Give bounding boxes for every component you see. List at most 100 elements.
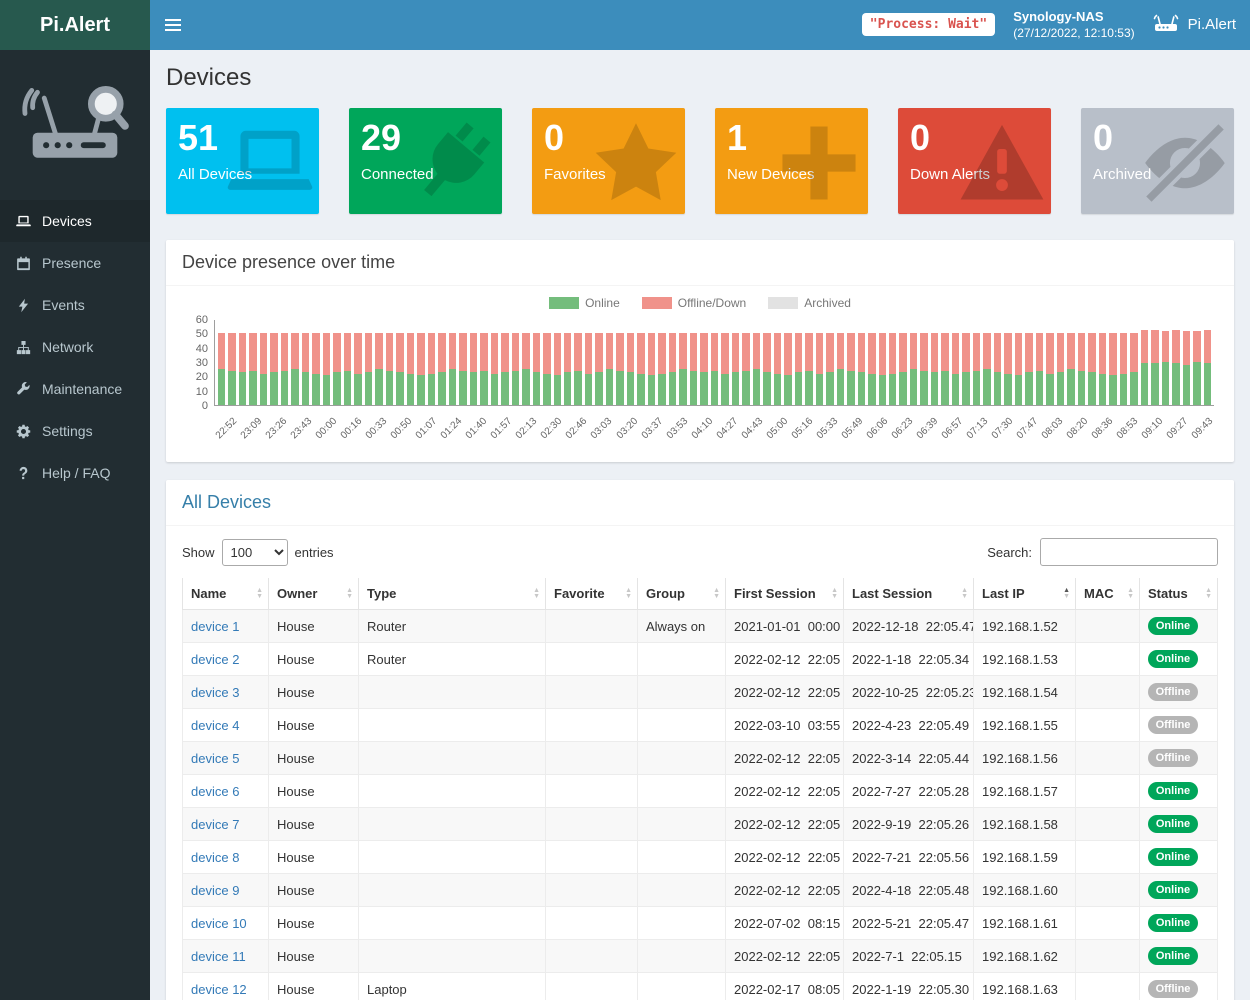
- chart-bar: [742, 333, 750, 405]
- gear-icon: [15, 424, 31, 439]
- device-row[interactable]: device 1 House Router Always on 2021-01-01 0…: [182, 609, 1218, 643]
- favorite-cell: [545, 972, 638, 1000]
- router-magnifier-logo: [0, 50, 150, 200]
- stat-card-down-alerts[interactable]: 0 Down Alerts: [898, 108, 1051, 214]
- sidebar-menu: Devices Presence Events Network Maintenance S…: [0, 200, 150, 494]
- sidebar-item-label: Maintenance: [42, 381, 123, 397]
- sidebar-item-help-faq[interactable]: Help / FAQ: [0, 452, 150, 494]
- sidebar-item-network[interactable]: Network: [0, 326, 150, 368]
- sidebar-item-maintenance[interactable]: Maintenance: [0, 368, 150, 410]
- legend-item-offline-down[interactable]: Offline/Down: [641, 296, 746, 310]
- x-tick-label: 04:43: [739, 415, 765, 442]
- device-row[interactable]: device 3 House 2022-02-12 22:05 2022-10-25 …: [182, 675, 1218, 709]
- device-link[interactable]: device 7: [191, 816, 240, 832]
- device-row[interactable]: device 12 House Laptop 2022-02-17 08:05 2022…: [182, 972, 1218, 1000]
- page-length-select[interactable]: 100: [221, 538, 288, 566]
- device-row[interactable]: device 5 House 2022-02-12 22:05 2022-3-14 2…: [182, 741, 1218, 775]
- device-row[interactable]: device 7 House 2022-02-12 22:05 2022-9-19 2…: [182, 807, 1218, 841]
- chart-bar: [1088, 333, 1096, 405]
- stat-card-new-devices[interactable]: 1 New Devices: [715, 108, 868, 214]
- sort-icon: ▲ ▼: [1063, 586, 1070, 600]
- sidebar-item-devices[interactable]: Devices: [0, 200, 150, 242]
- device-link[interactable]: device 10: [191, 915, 247, 931]
- chart-bar: [270, 333, 278, 405]
- last-session-cell: 2022-4-18 22:05.48: [843, 873, 974, 907]
- host-name: Synology-NAS: [1013, 8, 1104, 24]
- device-row[interactable]: device 2 House Router 2022-02-12 22:05 2022-…: [182, 642, 1218, 676]
- device-name-cell: device 12: [182, 972, 269, 1000]
- presence-chart-panel: Device presence over time Online Offline/…: [166, 240, 1234, 462]
- status-badge: Offline: [1148, 749, 1198, 767]
- stat-card-value: 51: [178, 117, 219, 158]
- stat-card-favorites[interactable]: 0 Favorites: [532, 108, 685, 214]
- stat-card-value: 0: [1093, 117, 1114, 158]
- column-header-label: First Session: [734, 586, 816, 601]
- legend-item-archived[interactable]: Archived: [768, 296, 851, 310]
- type-cell: Laptop: [358, 972, 546, 1000]
- device-name-cell: device 6: [182, 774, 269, 808]
- owner-cell: House: [268, 939, 359, 973]
- device-row[interactable]: device 6 House 2022-02-12 22:05 2022-7-27 2…: [182, 774, 1218, 808]
- star-icon: [593, 120, 679, 206]
- legend-item-online[interactable]: Online: [549, 296, 620, 310]
- device-row[interactable]: device 4 House 2022-03-10 03:55 2022-4-23 2…: [182, 708, 1218, 742]
- column-header-favorite[interactable]: Favorite ▲ ▼: [545, 578, 638, 610]
- x-tick-label: 06:57: [939, 415, 966, 442]
- stat-card-archived[interactable]: 0 Archived: [1081, 108, 1234, 214]
- status-cell: Online: [1139, 939, 1218, 973]
- device-link[interactable]: device 1: [191, 618, 240, 634]
- top-bar: Pi.Alert "Process: Wait" Synology-NAS (2…: [0, 0, 1250, 50]
- group-cell: [637, 774, 726, 808]
- status-badge: Online: [1148, 947, 1198, 965]
- sidebar-item-presence[interactable]: Presence: [0, 242, 150, 284]
- column-header-type[interactable]: Type ▲ ▼: [358, 578, 546, 610]
- column-header-name[interactable]: Name ▲ ▼: [182, 578, 269, 610]
- brand-logo[interactable]: Pi.Alert: [0, 0, 150, 50]
- device-name-cell: device 8: [182, 840, 269, 874]
- device-name-cell: device 7: [182, 807, 269, 841]
- column-header-group[interactable]: Group ▲ ▼: [637, 578, 726, 610]
- device-name-cell: device 5: [182, 741, 269, 775]
- device-link[interactable]: device 4: [191, 717, 240, 733]
- nav-brand-link[interactable]: Pi.Alert: [1153, 12, 1236, 38]
- sidebar-item-events[interactable]: Events: [0, 284, 150, 326]
- chart-bar: [375, 333, 383, 405]
- chart-legend: Online Offline/Down Archived: [180, 296, 1220, 310]
- column-header-mac[interactable]: MAC ▲ ▼: [1075, 578, 1140, 610]
- chart-bar: [972, 333, 981, 405]
- stat-card-connected[interactable]: 29 Connected: [349, 108, 502, 214]
- group-cell: [637, 741, 726, 775]
- last-ip-cell: 192.168.1.59: [973, 840, 1076, 874]
- column-header-label: MAC: [1084, 586, 1114, 601]
- device-row[interactable]: device 9 House 2022-02-12 22:05 2022-4-18 2…: [182, 873, 1218, 907]
- stat-card-all-devices[interactable]: 51 All Devices: [166, 108, 319, 214]
- search-input[interactable]: [1040, 538, 1218, 566]
- table-header-row: Name ▲ ▼ Owner ▲ ▼ Type ▲ ▼ Favorite ▲ ▼ Group ▲ ▼ Firs…: [182, 578, 1218, 610]
- chart-bar: [847, 333, 855, 405]
- sidebar-toggle-button[interactable]: [150, 0, 196, 50]
- device-row[interactable]: device 10 House 2022-07-02 08:15 2022-5-21 …: [182, 906, 1218, 940]
- device-row[interactable]: device 11 House 2022-02-12 22:05 2022-7-1 2…: [182, 939, 1218, 973]
- device-name-cell: device 10: [182, 906, 269, 940]
- device-link[interactable]: device 3: [191, 684, 240, 700]
- device-link[interactable]: device 12: [191, 981, 247, 997]
- device-row[interactable]: device 8 House 2022-02-12 22:05 2022-7-21 2…: [182, 840, 1218, 874]
- device-link[interactable]: device 9: [191, 882, 240, 898]
- column-header-first-session[interactable]: First Session ▲ ▼: [725, 578, 844, 610]
- device-link[interactable]: device 2: [191, 651, 240, 667]
- chart-bar: [280, 333, 289, 405]
- device-link[interactable]: device 11: [191, 948, 246, 964]
- mac-cell: [1075, 675, 1140, 709]
- column-header-owner[interactable]: Owner ▲ ▼: [268, 578, 359, 610]
- last-ip-cell: 192.168.1.57: [973, 774, 1076, 808]
- last-ip-cell: 192.168.1.62: [973, 939, 1076, 973]
- column-header-last-session[interactable]: Last Session ▲ ▼: [843, 578, 974, 610]
- column-header-status[interactable]: Status ▲ ▼: [1139, 578, 1218, 610]
- sidebar-item-settings[interactable]: Settings: [0, 410, 150, 452]
- status-badge: Online: [1148, 914, 1198, 932]
- chart-bar: [951, 333, 960, 405]
- column-header-last-ip[interactable]: Last IP ▲ ▼: [973, 578, 1076, 610]
- device-link[interactable]: device 6: [191, 783, 240, 799]
- device-link[interactable]: device 8: [191, 849, 240, 865]
- device-link[interactable]: device 5: [191, 750, 240, 766]
